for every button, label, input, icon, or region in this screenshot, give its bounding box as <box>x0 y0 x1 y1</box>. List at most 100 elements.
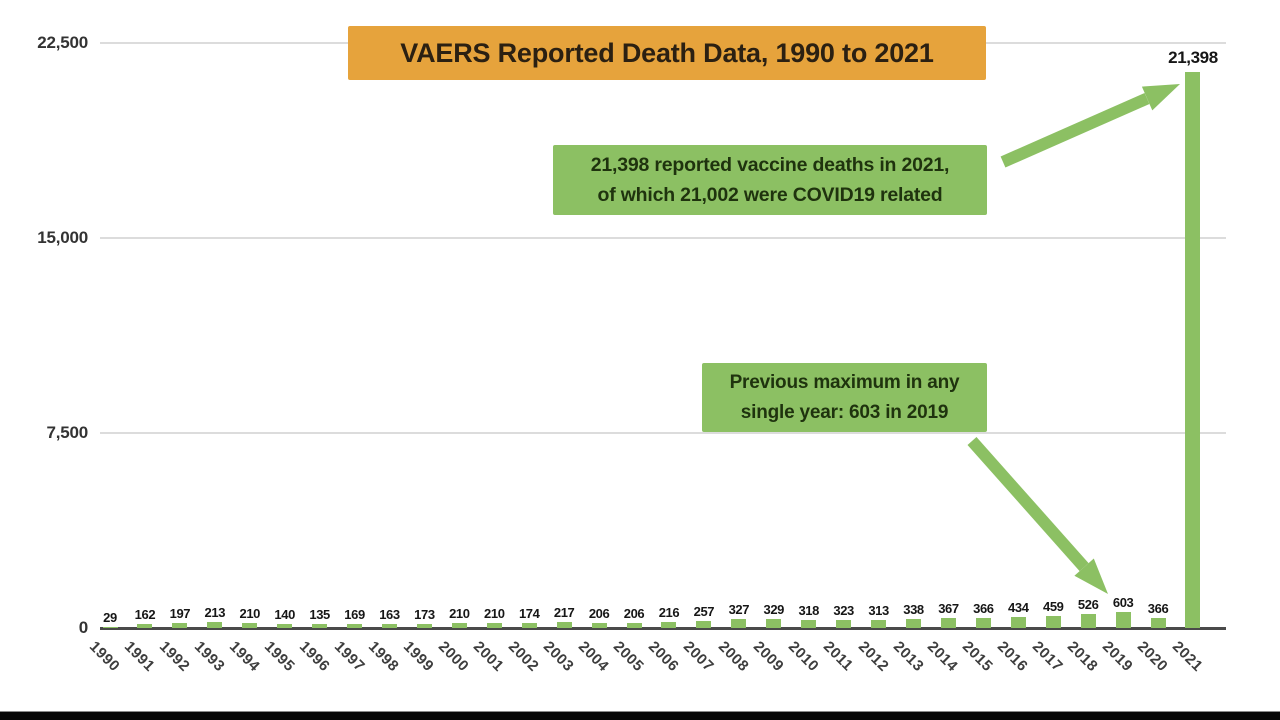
gridline <box>100 237 1226 239</box>
y-axis-tick-label: 0 <box>78 618 88 637</box>
bar-value-label-2016: 434 <box>1008 599 1029 615</box>
annotation-2021-deaths: 21,398 reported vaccine deaths in 2021, … <box>553 145 987 215</box>
x-axis-label-2000: 2000 <box>435 638 473 676</box>
letterbox-bar <box>0 711 1280 720</box>
bar-value-label-1991: 162 <box>134 606 156 622</box>
x-axis-label-2021: 2021 <box>1168 638 1206 676</box>
bar-value-label-1995: 140 <box>274 607 295 623</box>
x-axis-label-1995: 1995 <box>260 638 298 676</box>
bar-value-label-2011: 323 <box>833 602 854 618</box>
bar-2002 <box>521 623 537 628</box>
bar-2001 <box>486 622 502 628</box>
x-axis-label-2020: 2020 <box>1134 638 1172 676</box>
x-axis-label-2006: 2006 <box>644 638 682 676</box>
arrow-to-2021-bar-icon <box>1000 84 1180 168</box>
bar-2013 <box>906 619 921 628</box>
bar-value-label-2006: 216 <box>658 605 680 621</box>
bar-value-label-2000: 210 <box>449 605 470 621</box>
bar-value-label-1992: 197 <box>169 605 191 621</box>
bar-value-label-1998: 163 <box>379 606 400 622</box>
bar-1995 <box>277 624 293 628</box>
x-axis-label-1994: 1994 <box>225 638 263 676</box>
x-axis-label-1999: 1999 <box>400 638 438 676</box>
x-axis-label-1992: 1992 <box>155 638 193 676</box>
x-axis-label-2017: 2017 <box>1029 638 1067 676</box>
bar-2021 <box>1185 71 1201 628</box>
y-axis-tick-label: 22,500 <box>37 33 88 52</box>
x-axis-label-1998: 1998 <box>365 638 403 676</box>
bar-1997 <box>347 623 363 628</box>
bar-value-label-2013: 338 <box>903 602 924 618</box>
x-axis-label-1991: 1991 <box>120 638 158 676</box>
bar-value-label-2010: 318 <box>798 602 819 618</box>
bar-2011 <box>836 619 852 628</box>
bar-2016 <box>1010 616 1026 628</box>
bar-1998 <box>381 623 397 628</box>
bar-value-label-2021: 21,398 <box>1168 47 1218 67</box>
bar-value-label-2012: 313 <box>868 602 889 618</box>
y-axis-tick-label: 7,500 <box>46 423 88 442</box>
annotation-line: of which 21,002 were COVID19 related <box>597 184 943 206</box>
bar-value-label-2007: 257 <box>693 604 715 620</box>
x-axis-label-2008: 2008 <box>714 638 752 676</box>
x-axis-label-1996: 1996 <box>295 638 333 676</box>
bar-1999 <box>416 623 432 628</box>
bar-value-label-2019: 603 <box>1112 595 1134 611</box>
bar-2019 <box>1115 612 1131 628</box>
bar-value-label-1994: 210 <box>239 605 260 621</box>
bar-value-label-1999: 173 <box>414 606 435 622</box>
bar-value-label-2020: 366 <box>1147 601 1169 617</box>
x-axis-label-2014: 2014 <box>924 638 962 676</box>
bar-value-label-2003: 217 <box>553 605 575 621</box>
bar-value-label-1996: 135 <box>309 607 330 623</box>
bar-2003 <box>556 622 572 628</box>
bar-2004 <box>591 622 607 628</box>
annotation-line: Previous maximum in any <box>729 371 960 393</box>
bar-value-label-1990: 29 <box>103 610 117 626</box>
chart-title: VAERS Reported Death Data, 1990 to 2021 <box>348 26 986 80</box>
x-axis-label-2003: 2003 <box>540 638 578 676</box>
x-axis-label-2004: 2004 <box>575 638 613 676</box>
bar-2015 <box>975 618 991 628</box>
bar-1994 <box>242 622 258 628</box>
x-axis-label-2010: 2010 <box>784 638 822 676</box>
annotation-line: single year: 603 in 2019 <box>740 401 949 423</box>
bar-2008 <box>731 619 747 628</box>
bar-1990 <box>102 627 118 628</box>
x-axis-label-2001: 2001 <box>470 638 508 676</box>
x-axis-label-2009: 2009 <box>749 638 787 676</box>
bar-1993 <box>207 622 223 628</box>
bar-2014 <box>940 618 956 628</box>
bar-2009 <box>766 619 782 628</box>
bar-value-label-2017: 459 <box>1042 599 1064 615</box>
bar-value-label-2018: 526 <box>1077 597 1099 613</box>
x-axis-label-2005: 2005 <box>609 638 648 676</box>
bar-value-label-2002: 174 <box>518 606 540 622</box>
bar-2012 <box>871 619 887 628</box>
bar-2018 <box>1080 614 1096 628</box>
bar-value-label-2015: 366 <box>973 601 994 617</box>
bar-2006 <box>661 622 677 628</box>
bar-value-label-1993: 213 <box>204 605 226 621</box>
x-axis-label-2012: 2012 <box>854 638 892 676</box>
x-axis-label-2018: 2018 <box>1064 638 1102 676</box>
x-axis-label-1997: 1997 <box>330 638 368 676</box>
x-axis-label-2011: 2011 <box>819 638 857 675</box>
bar-value-label-2005: 206 <box>623 605 645 621</box>
bar-1992 <box>172 622 188 628</box>
x-axis-label-1993: 1993 <box>190 638 228 676</box>
x-axis-label-2019: 2019 <box>1099 638 1137 676</box>
bar-2010 <box>801 619 817 628</box>
x-axis-label-1990: 1990 <box>85 638 124 676</box>
annotation-line: 21,398 reported vaccine deaths in 2021, <box>590 154 950 176</box>
x-axis-label-2007: 2007 <box>679 638 717 676</box>
bar-1991 <box>137 623 153 628</box>
x-axis-label-2002: 2002 <box>505 638 543 676</box>
x-axis-label-2013: 2013 <box>889 638 927 676</box>
bar-1996 <box>312 624 328 628</box>
x-axis-label-2015: 2015 <box>959 638 997 676</box>
bar-value-label-2014: 367 <box>938 601 959 617</box>
bar-value-label-2008: 327 <box>728 602 750 618</box>
x-axis-line <box>100 627 1226 630</box>
